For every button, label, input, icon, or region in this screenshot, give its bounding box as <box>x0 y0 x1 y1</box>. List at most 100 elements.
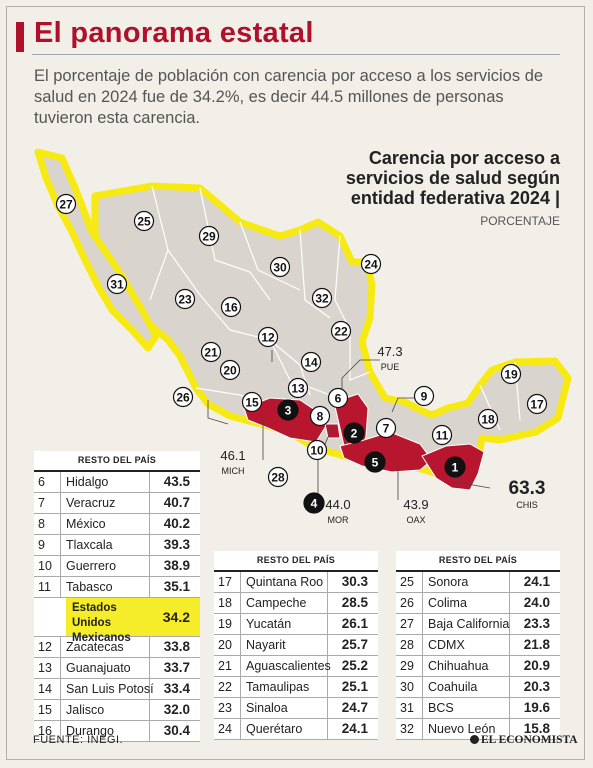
rank-marker-circle <box>269 256 291 278</box>
table-row: 21 Aguascalientes 25.2 <box>214 656 378 677</box>
rank-marker-label: 31 <box>110 278 124 292</box>
column-divider <box>327 635 328 655</box>
rank-marker-circle <box>300 351 322 373</box>
table-row: 13 Guanajuato 33.7 <box>34 658 200 679</box>
column-divider <box>149 493 150 513</box>
state-cell: Tlaxcala <box>66 538 113 552</box>
rank-marker-label: 14 <box>304 356 318 370</box>
state-cell: Coahuila <box>428 680 478 694</box>
rank-marker-label: 1 <box>452 461 459 475</box>
rank-marker-circle <box>343 422 365 444</box>
rank-marker-circle <box>526 393 548 415</box>
title-divider <box>32 54 560 55</box>
rank-cell: 17 <box>218 575 232 589</box>
column-divider <box>60 721 61 741</box>
rank-cell: 26 <box>400 596 414 610</box>
rank-marker-label: 30 <box>273 261 287 275</box>
rank-marker-label: 18 <box>481 413 495 427</box>
value-cell: 24.1 <box>523 574 550 589</box>
state-cell: Tabasco <box>66 580 113 594</box>
rank-marker-label: 13 <box>291 382 305 396</box>
column-divider <box>60 679 61 699</box>
callout-chis-value: 63.3 <box>509 478 546 499</box>
state-cell: Guerrero <box>66 559 117 573</box>
value-cell: 24.0 <box>523 595 550 610</box>
value-cell: 25.2 <box>341 658 368 673</box>
national-label: Estados Unidos Mexicanos <box>72 602 131 644</box>
ranking-table-1: RESTO DEL PAÍS 6 Hidalgo 43.5 7 Veracruz 40.7… <box>34 451 200 742</box>
logo-mark-icon <box>470 735 479 744</box>
table-row: 25 Sonora 24.1 <box>396 572 560 593</box>
state-cell: CDMX <box>428 638 465 652</box>
ranking-table-3: RESTO DEL PAÍS 25 Sonora 24.1 26 Colima 24.0 2… <box>396 551 560 740</box>
rank-markers: 1234567891011121314151617181920212223242… <box>55 193 548 514</box>
value-cell: 26.1 <box>341 616 368 631</box>
column-divider <box>149 637 150 657</box>
callout-chis-name: CHIS <box>516 500 538 510</box>
table-header: RESTO DEL PAÍS <box>214 551 378 572</box>
table-row: 18 Campeche 28.5 <box>214 593 378 614</box>
table-row: 30 Coahuila 20.3 <box>396 677 560 698</box>
column-divider <box>60 556 61 576</box>
column-divider <box>422 719 423 739</box>
value-cell: 21.8 <box>523 637 550 652</box>
ranking-table-2: RESTO DEL PAÍS 17 Quintana Roo 30.3 18 Campe… <box>214 551 378 740</box>
column-divider <box>509 698 510 718</box>
table-row: 17 Quintana Roo 30.3 <box>214 572 378 593</box>
column-divider <box>240 656 241 676</box>
column-divider <box>149 577 150 597</box>
state-oax <box>339 431 433 473</box>
rank-marker-label: 9 <box>421 390 428 404</box>
column-divider <box>422 614 423 634</box>
column-divider <box>422 698 423 718</box>
rank-cell: 20 <box>218 638 232 652</box>
rank-cell: 8 <box>38 517 45 531</box>
value-cell: 40.2 <box>163 516 190 531</box>
rank-marker-label: 21 <box>204 346 218 360</box>
intro-text: El porcentaje de población con carencia … <box>34 67 544 127</box>
table-row: 31 BCS 19.6 <box>396 698 560 719</box>
rank-marker-label: 12 <box>261 331 275 345</box>
table-row: 23 Sinaloa 24.7 <box>214 698 378 719</box>
rank-marker-circle <box>277 399 299 421</box>
rank-marker-label: 7 <box>383 422 390 436</box>
rank-marker-circle <box>360 253 382 275</box>
rank-cell: 28 <box>400 638 414 652</box>
rank-marker-circle <box>106 273 128 295</box>
value-cell: 43.5 <box>163 474 190 489</box>
rank-marker-label: 17 <box>530 398 544 412</box>
rank-marker-circle <box>364 451 386 473</box>
rank-cell: 10 <box>38 559 52 573</box>
column-divider <box>60 658 61 678</box>
column-divider <box>149 700 150 720</box>
state-cell: Jalisco <box>66 703 105 717</box>
rank-cell: 16 <box>38 724 52 738</box>
column-divider <box>149 556 150 576</box>
value-cell: 33.7 <box>163 660 190 675</box>
state-borders <box>149 185 521 431</box>
rank-marker-label: 27 <box>59 198 73 212</box>
rank-marker-circle <box>241 391 263 413</box>
rank-marker-circle <box>413 385 435 407</box>
national-highlight <box>66 598 200 636</box>
state-cell: Nuevo León <box>428 722 496 736</box>
table-row: 15 Jalisco 32.0 <box>34 700 200 721</box>
callout-mor-name: MOR <box>328 515 349 525</box>
table-row: 28 CDMX 21.8 <box>396 635 560 656</box>
rank-marker-circle <box>133 210 155 232</box>
value-cell: 35.1 <box>163 579 190 594</box>
column-divider <box>422 677 423 697</box>
column-divider <box>60 535 61 555</box>
column-divider <box>327 677 328 697</box>
title-accent-bar <box>16 22 24 52</box>
rank-marker-circle <box>327 387 349 409</box>
logo-text: EL ECONOMISTA <box>481 734 578 746</box>
state-cell: Tamaulipas <box>246 680 310 694</box>
rank-marker-label: 24 <box>364 258 378 272</box>
rank-marker-circle <box>309 405 331 427</box>
column-divider <box>327 698 328 718</box>
rank-marker-circle <box>330 320 352 342</box>
rank-cell: 24 <box>218 722 232 736</box>
callout-mich-name: MICH <box>222 466 245 476</box>
